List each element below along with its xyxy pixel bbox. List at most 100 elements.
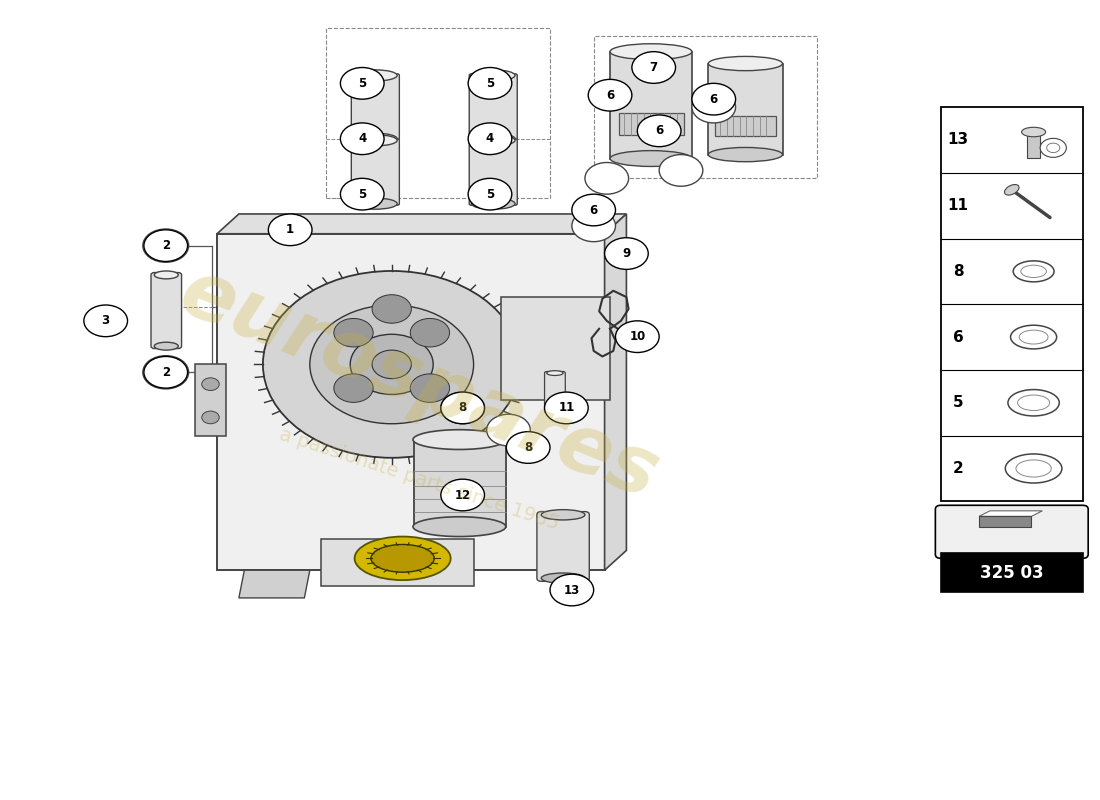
Text: 2: 2 [162, 239, 169, 252]
Text: 11: 11 [948, 198, 969, 213]
Ellipse shape [472, 70, 515, 81]
FancyBboxPatch shape [351, 138, 399, 206]
Text: 3: 3 [101, 314, 110, 327]
Text: 1: 1 [286, 223, 294, 236]
Circle shape [692, 83, 736, 115]
Ellipse shape [353, 70, 397, 81]
FancyBboxPatch shape [935, 506, 1088, 558]
FancyBboxPatch shape [470, 74, 517, 140]
Text: 6: 6 [710, 93, 718, 106]
Circle shape [469, 123, 512, 154]
Circle shape [340, 178, 384, 210]
Text: 13: 13 [948, 133, 969, 147]
FancyBboxPatch shape [715, 116, 775, 136]
Circle shape [334, 318, 373, 347]
Ellipse shape [1018, 395, 1049, 410]
Text: 5: 5 [359, 188, 366, 201]
Text: 13: 13 [563, 583, 580, 597]
Text: 10: 10 [629, 330, 646, 343]
FancyBboxPatch shape [414, 439, 506, 526]
Ellipse shape [1011, 326, 1057, 349]
Polygon shape [217, 214, 626, 234]
Circle shape [544, 392, 588, 424]
Ellipse shape [154, 271, 178, 279]
Ellipse shape [1022, 127, 1046, 137]
Ellipse shape [1021, 265, 1046, 278]
Ellipse shape [1013, 261, 1054, 282]
Ellipse shape [371, 545, 435, 572]
Circle shape [692, 91, 736, 123]
Bar [940, 553, 1082, 592]
Circle shape [605, 238, 648, 270]
Circle shape [410, 374, 450, 402]
Circle shape [144, 230, 188, 262]
Ellipse shape [353, 134, 397, 146]
FancyBboxPatch shape [321, 538, 474, 586]
Ellipse shape [708, 147, 782, 162]
Polygon shape [239, 570, 310, 598]
Text: 8: 8 [524, 441, 532, 454]
Circle shape [263, 271, 520, 458]
Text: 6: 6 [654, 124, 663, 138]
Circle shape [310, 305, 474, 424]
Polygon shape [605, 214, 626, 570]
Ellipse shape [143, 356, 189, 389]
Circle shape [268, 214, 312, 246]
Circle shape [588, 79, 631, 111]
FancyBboxPatch shape [217, 234, 605, 570]
Circle shape [469, 178, 512, 210]
Circle shape [441, 392, 484, 424]
FancyBboxPatch shape [500, 297, 610, 400]
Text: 7: 7 [650, 61, 658, 74]
Circle shape [506, 432, 550, 463]
Ellipse shape [541, 510, 585, 520]
Text: 325 03: 325 03 [980, 563, 1044, 582]
Ellipse shape [472, 134, 515, 146]
Circle shape [572, 210, 616, 242]
Bar [940, 107, 1082, 502]
Ellipse shape [547, 370, 563, 375]
Text: 4: 4 [486, 132, 494, 146]
Ellipse shape [1020, 330, 1048, 344]
Circle shape [340, 123, 384, 154]
Text: 5: 5 [359, 77, 366, 90]
Circle shape [1047, 143, 1059, 153]
Text: 12: 12 [454, 489, 471, 502]
Ellipse shape [1016, 460, 1052, 477]
Text: 2: 2 [162, 366, 169, 378]
Circle shape [572, 194, 616, 226]
Text: eurospares: eurospares [168, 253, 670, 516]
Circle shape [469, 67, 512, 99]
Circle shape [410, 318, 450, 347]
Text: 2: 2 [953, 461, 964, 476]
FancyBboxPatch shape [151, 273, 182, 349]
Ellipse shape [541, 573, 585, 583]
FancyBboxPatch shape [1027, 131, 1041, 158]
Circle shape [441, 479, 484, 511]
FancyBboxPatch shape [537, 512, 590, 582]
Circle shape [1041, 138, 1066, 158]
Circle shape [659, 154, 703, 186]
Ellipse shape [472, 198, 515, 210]
Text: 11: 11 [558, 402, 574, 414]
FancyBboxPatch shape [708, 63, 782, 154]
Ellipse shape [610, 44, 692, 59]
Ellipse shape [1004, 185, 1019, 195]
FancyBboxPatch shape [195, 364, 226, 436]
Text: 9: 9 [623, 247, 630, 260]
FancyBboxPatch shape [544, 371, 565, 413]
Ellipse shape [1005, 454, 1062, 483]
Text: 6: 6 [606, 89, 614, 102]
Polygon shape [979, 511, 1043, 516]
Circle shape [486, 414, 530, 446]
FancyBboxPatch shape [470, 138, 517, 206]
Circle shape [372, 350, 411, 378]
Ellipse shape [154, 342, 178, 350]
Ellipse shape [354, 537, 451, 580]
Text: 6: 6 [590, 203, 597, 217]
Ellipse shape [472, 134, 515, 144]
Circle shape [144, 357, 188, 388]
Circle shape [631, 52, 675, 83]
FancyBboxPatch shape [610, 52, 692, 158]
Circle shape [616, 321, 659, 353]
